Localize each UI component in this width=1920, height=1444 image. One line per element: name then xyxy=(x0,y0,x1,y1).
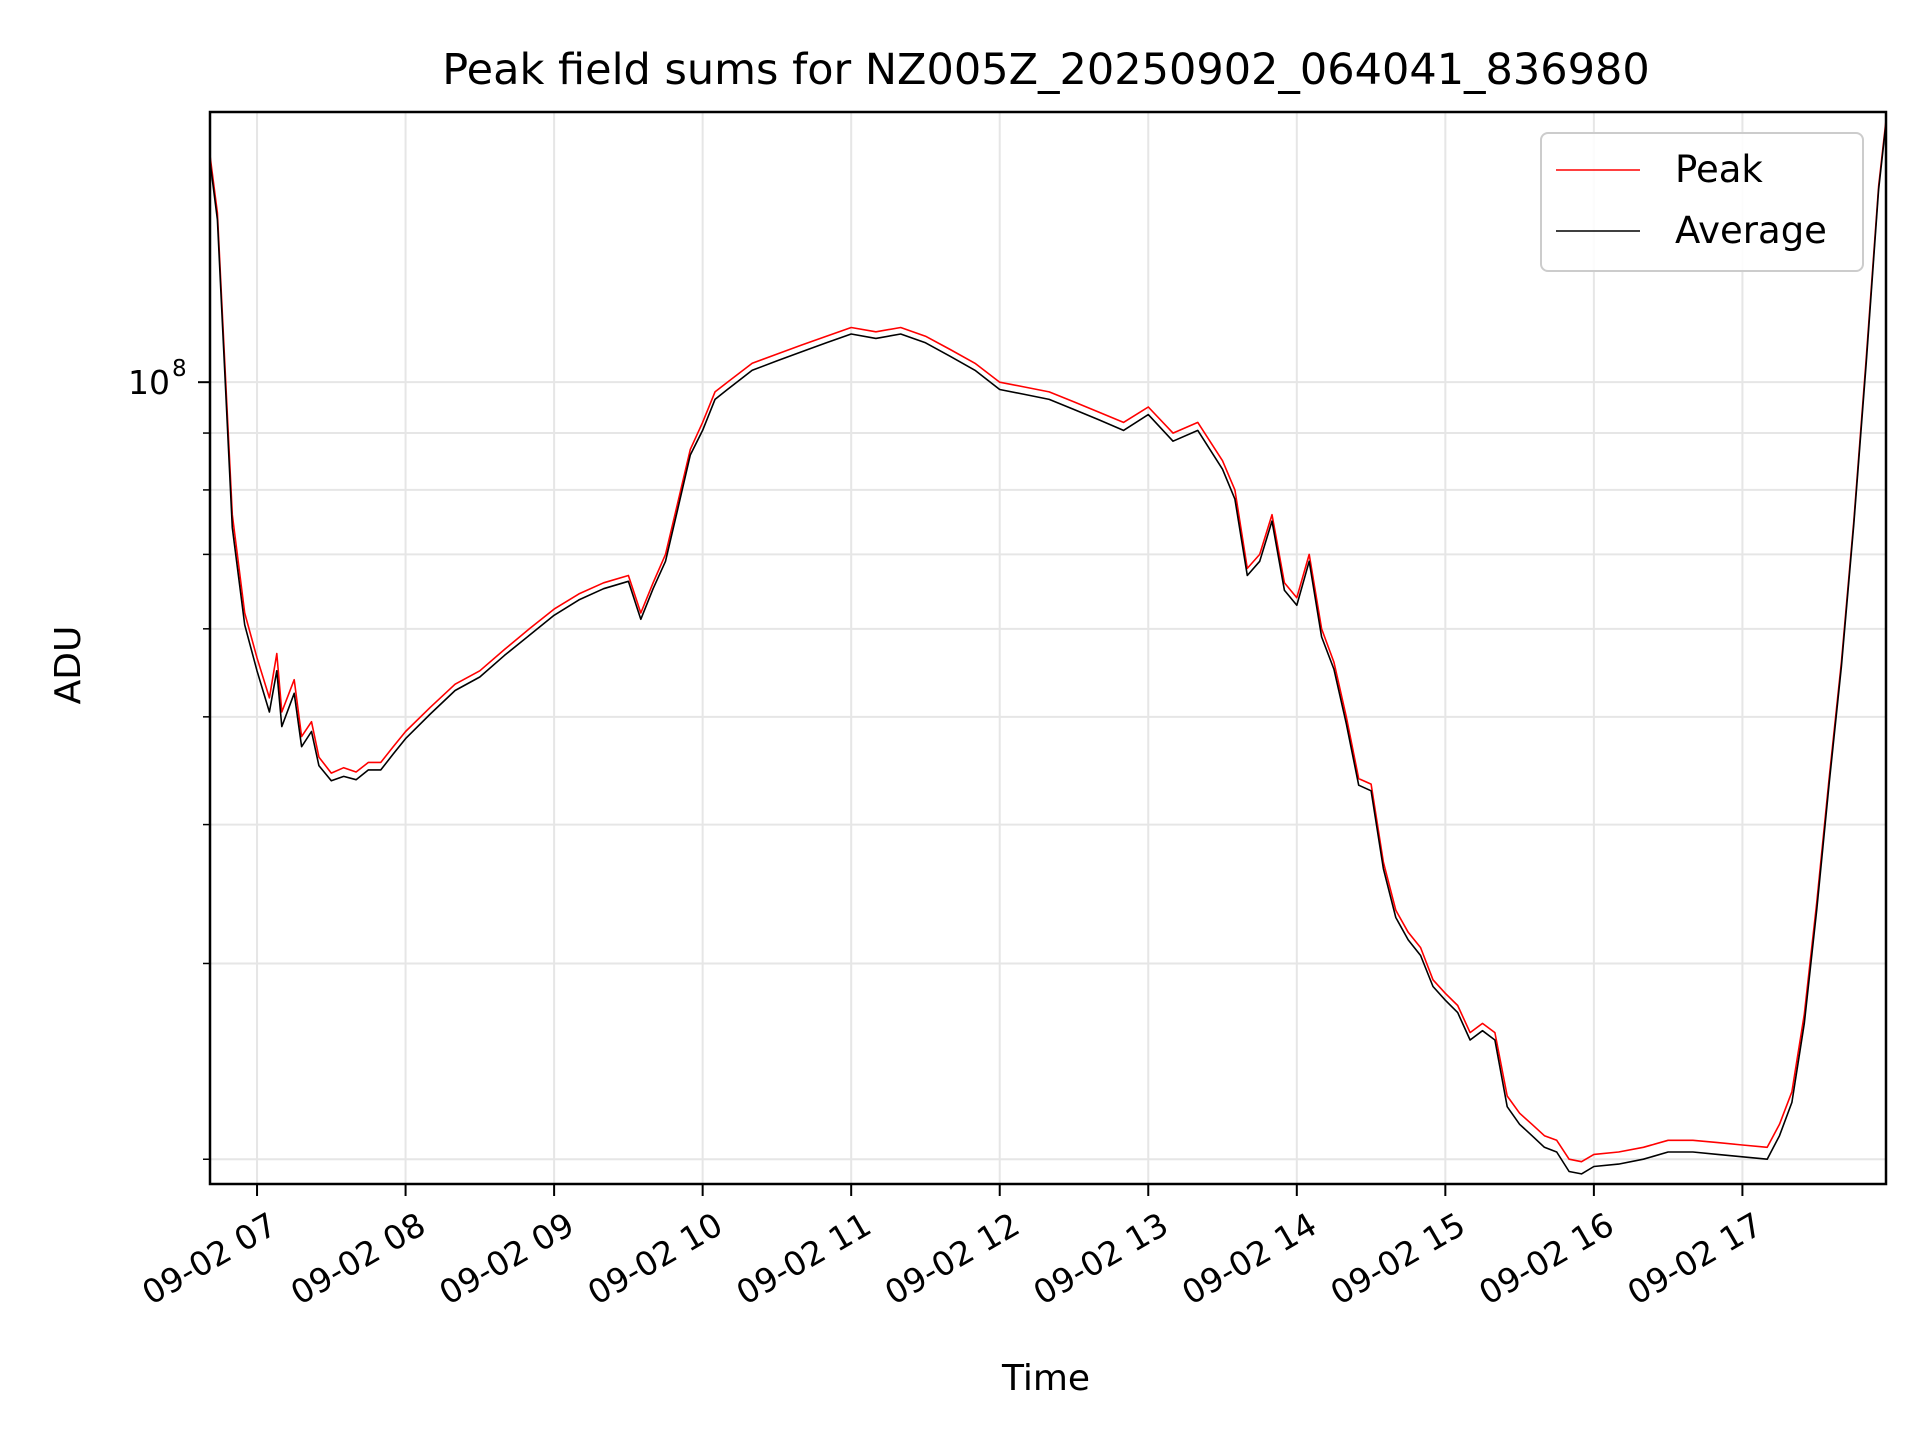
chart-title: Peak field sums for NZ005Z_20250902_0640… xyxy=(442,45,1649,95)
y-tick-label-base: 10 xyxy=(128,363,170,402)
legend-label-peak: Peak xyxy=(1675,148,1763,191)
series-line-peak xyxy=(209,120,1887,1163)
series-lines xyxy=(209,120,1887,1175)
y-tick-label-exponent: 8 xyxy=(172,356,187,382)
grid xyxy=(210,112,1886,1184)
y-axis-ticks: 10 8 xyxy=(128,356,210,1160)
series-line-average xyxy=(209,123,1887,1175)
legend-label-average: Average xyxy=(1675,209,1827,252)
legend: Peak Average xyxy=(1540,132,1864,272)
plot-frame xyxy=(208,110,1888,1186)
x-axis-label: Time xyxy=(1001,1358,1090,1399)
y-axis-label: ADU xyxy=(48,626,89,705)
legend-box xyxy=(1540,132,1864,272)
